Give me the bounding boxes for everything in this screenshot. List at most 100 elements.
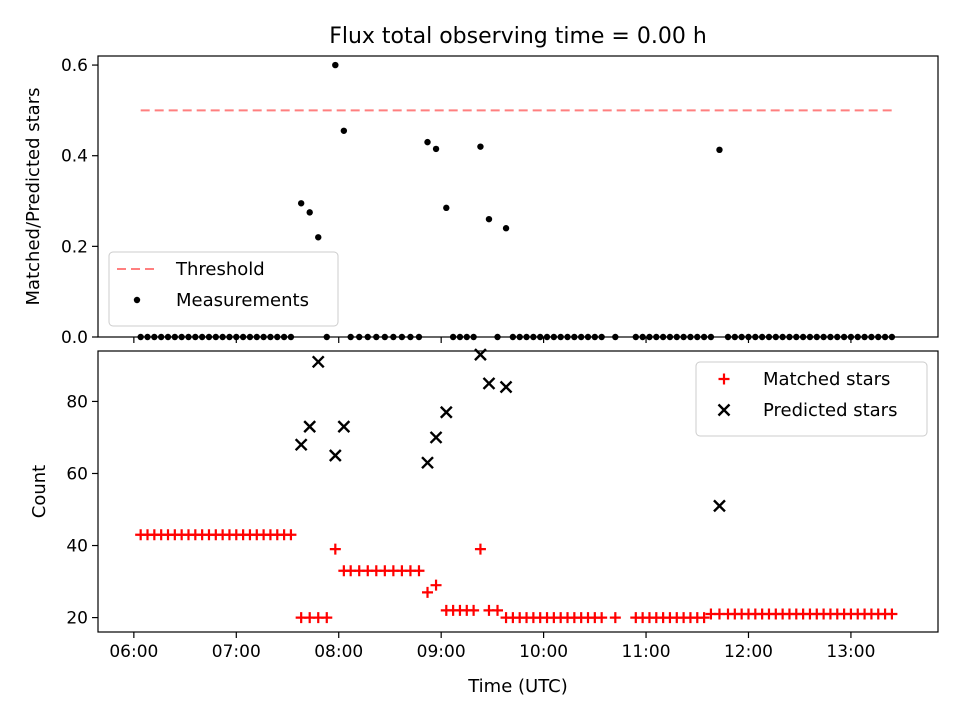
data-point bbox=[612, 333, 619, 341]
x-tick-label: 06:00 bbox=[109, 642, 158, 662]
data-point bbox=[786, 333, 793, 341]
legend-label: Matched stars bbox=[763, 369, 890, 390]
data-point bbox=[356, 333, 363, 341]
data-point bbox=[144, 333, 151, 341]
data-point bbox=[239, 333, 247, 341]
data-point bbox=[373, 333, 380, 341]
data-point bbox=[653, 333, 660, 341]
data-point bbox=[185, 333, 192, 341]
data-point bbox=[432, 145, 440, 153]
data-point bbox=[799, 333, 807, 341]
data-point bbox=[280, 333, 288, 341]
x-tick-label: 10:00 bbox=[519, 642, 568, 662]
data-point bbox=[543, 333, 551, 341]
data-point bbox=[164, 333, 172, 341]
axes-frame bbox=[97, 350, 939, 633]
data-point bbox=[456, 333, 464, 341]
data-point bbox=[137, 333, 144, 341]
data-point bbox=[713, 499, 726, 513]
data-point bbox=[157, 333, 165, 341]
data-point bbox=[793, 333, 800, 341]
data-point bbox=[687, 333, 694, 341]
y-tick-label: 80 bbox=[66, 392, 88, 412]
x-tick-label: 09:00 bbox=[417, 642, 466, 662]
legend: Matched stars Predicted stars bbox=[695, 361, 928, 437]
data-point bbox=[536, 333, 544, 341]
data-point bbox=[596, 612, 608, 624]
panel-1: 0.0 0.2 0.4 0.6 Matched/Predicted stars Thres… bbox=[23, 55, 939, 348]
data-point bbox=[381, 333, 389, 341]
data-point bbox=[752, 333, 759, 341]
y-tick-label: 0.2 bbox=[61, 237, 88, 257]
data-point bbox=[226, 333, 233, 341]
data-point bbox=[577, 333, 585, 341]
data-point bbox=[550, 333, 558, 341]
data-point bbox=[171, 333, 179, 341]
data-point bbox=[571, 333, 578, 341]
data-point bbox=[421, 456, 434, 470]
data-point bbox=[673, 333, 680, 341]
data-point bbox=[477, 143, 484, 150]
y-tick-label: 0.4 bbox=[61, 147, 88, 167]
data-point bbox=[246, 333, 254, 341]
data-point bbox=[364, 333, 371, 341]
data-point bbox=[806, 333, 814, 341]
data-point bbox=[398, 333, 406, 341]
data-point bbox=[502, 225, 510, 232]
data-point bbox=[287, 333, 295, 341]
data-point bbox=[306, 209, 313, 216]
data-point bbox=[212, 333, 220, 341]
data-point bbox=[827, 333, 834, 341]
data-point bbox=[422, 586, 434, 598]
data-point bbox=[474, 348, 487, 361]
data-point bbox=[439, 405, 453, 419]
data-point bbox=[886, 608, 898, 620]
data-point bbox=[424, 138, 431, 146]
data-point bbox=[700, 333, 708, 341]
y-tick-label: 40 bbox=[66, 537, 88, 557]
x-tick-label: 08:00 bbox=[314, 642, 363, 662]
y-tick-label: 0.6 bbox=[61, 56, 88, 76]
data-point bbox=[861, 333, 868, 341]
plot-panels: 0.0 0.2 0.4 0.6 Matched/Predicted stars Thres… bbox=[23, 55, 939, 662]
data-point bbox=[407, 333, 414, 341]
data-point bbox=[340, 127, 348, 134]
data-point bbox=[205, 333, 213, 341]
legend: Threshold Measurements bbox=[108, 251, 339, 327]
data-point bbox=[840, 333, 848, 341]
data-point bbox=[328, 449, 342, 462]
data-point bbox=[347, 333, 354, 341]
data-point bbox=[888, 333, 896, 341]
data-point bbox=[659, 333, 667, 341]
data-point bbox=[311, 355, 325, 369]
data-point bbox=[646, 333, 653, 341]
y-tick-label: 60 bbox=[66, 464, 88, 484]
data-point bbox=[482, 377, 496, 390]
data-point bbox=[274, 333, 281, 341]
data-point bbox=[233, 333, 240, 341]
data-point bbox=[779, 333, 786, 341]
legend-box bbox=[108, 251, 339, 327]
data-point bbox=[297, 200, 305, 207]
data-point bbox=[680, 333, 687, 341]
data-point bbox=[868, 333, 875, 341]
data-point bbox=[430, 579, 442, 591]
data-point bbox=[609, 612, 621, 624]
data-point bbox=[591, 333, 599, 341]
data-point bbox=[694, 333, 701, 341]
data-point bbox=[854, 333, 861, 341]
data-point bbox=[413, 565, 425, 577]
data-point bbox=[474, 543, 486, 555]
data-point bbox=[813, 333, 820, 341]
data-point bbox=[285, 529, 297, 541]
data-point bbox=[881, 333, 889, 341]
data-point bbox=[198, 333, 206, 341]
data-point bbox=[253, 333, 260, 341]
data-point bbox=[598, 333, 605, 341]
data-point bbox=[765, 333, 773, 341]
data-point bbox=[337, 420, 351, 434]
x-tick-label: 12:00 bbox=[724, 642, 773, 662]
y-tick-label: 0.0 bbox=[61, 328, 88, 348]
